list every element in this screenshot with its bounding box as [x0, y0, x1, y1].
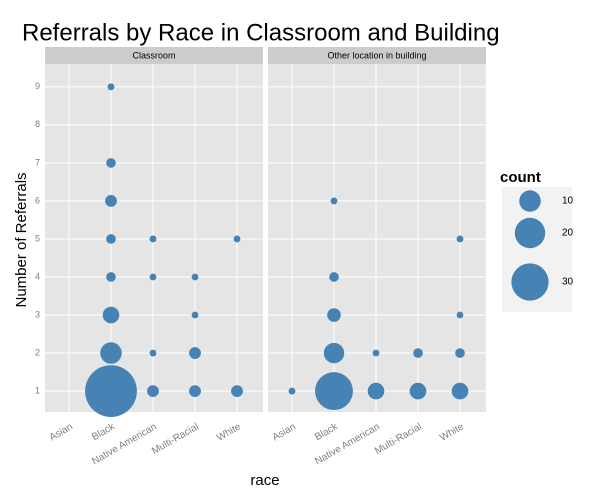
- bubble: [329, 272, 339, 282]
- strip: [268, 47, 486, 64]
- x-tick-label: Multi-Racial: [150, 421, 201, 457]
- bubble: [456, 235, 464, 243]
- legend-label: 20: [562, 228, 574, 239]
- x-axis-label: race: [250, 472, 279, 489]
- legend-bubble: [519, 190, 541, 212]
- y-tick-label: 6: [35, 195, 40, 205]
- bubble: [106, 234, 116, 244]
- bubble: [85, 365, 137, 417]
- bubble: [409, 382, 427, 400]
- bubble: [191, 311, 199, 319]
- bubble: [149, 349, 157, 357]
- x-tick-label: Asian: [271, 421, 298, 443]
- bubble: [315, 372, 353, 411]
- bubble: [455, 348, 465, 358]
- y-tick-label: 2: [35, 347, 40, 357]
- bubble: [102, 306, 120, 324]
- bubble: [323, 342, 345, 364]
- strip-label: Classroom: [132, 50, 175, 60]
- bubble: [105, 195, 117, 207]
- bubble: [189, 347, 201, 359]
- bubble: [231, 385, 243, 397]
- legend-label: 10: [562, 196, 574, 207]
- x-tick-label: Black: [313, 421, 341, 443]
- strip: [45, 47, 263, 64]
- bubble: [413, 348, 423, 358]
- bubble: [288, 387, 296, 395]
- bubble: [100, 342, 122, 364]
- y-tick-label: 1: [35, 385, 40, 395]
- bubble: [191, 273, 199, 281]
- y-tick-label: 7: [35, 157, 40, 167]
- x-tick-label: Black: [90, 421, 118, 443]
- x-tick-label: Asian: [48, 421, 75, 443]
- strip-label: Other location in building: [327, 50, 426, 60]
- bubble: [451, 382, 469, 400]
- legend-label: 30: [562, 277, 574, 288]
- chart-title: Referrals by Race in Classroom and Build…: [22, 19, 500, 46]
- bubble: [367, 382, 385, 400]
- y-tick-label: 3: [35, 309, 40, 319]
- bubble: [189, 385, 201, 397]
- bubble: [147, 385, 159, 397]
- bubble: [330, 197, 338, 205]
- legend-bubble: [511, 263, 549, 301]
- legend-title: count: [500, 169, 541, 186]
- y-tick-label: 9: [35, 81, 40, 91]
- y-tick-label: 4: [35, 271, 40, 281]
- x-tick-label: White: [215, 421, 243, 444]
- panel-background: [268, 64, 486, 412]
- bubble: [106, 272, 116, 282]
- legend-bubble: [514, 217, 546, 249]
- y-tick-label: 8: [35, 119, 40, 129]
- bubble: [149, 235, 157, 243]
- bubble: [106, 158, 116, 168]
- x-tick-label: Multi-Racial: [373, 421, 424, 457]
- y-axis-label: Number of Referrals: [13, 172, 30, 307]
- x-tick-label: White: [438, 421, 466, 444]
- bubble: [149, 273, 157, 281]
- bubble: [372, 349, 380, 357]
- bubble: [456, 311, 464, 319]
- bubble: [107, 83, 115, 91]
- y-tick-label: 5: [35, 233, 40, 243]
- bubble: [233, 235, 241, 243]
- bubble: [327, 308, 341, 322]
